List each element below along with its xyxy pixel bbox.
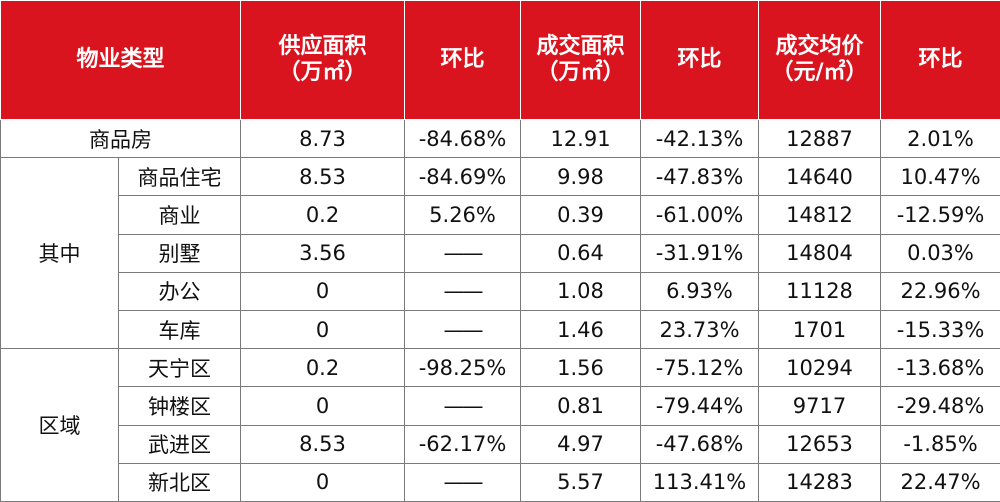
header-supply-area: 供应面积 （万㎡） [240,0,406,120]
deal-value: 1.08 [520,271,642,311]
row-name: 商品住宅 [117,157,242,197]
deal-mom-value: 23.73% [640,309,760,350]
supply-value: 3.56 [240,233,406,273]
supply-value: 0 [240,309,406,350]
supply-value: 0 [240,386,406,426]
supply-value: 8.53 [240,157,406,197]
supply-value: 0.2 [240,195,406,235]
supply-value: 0 [240,271,406,311]
header-avg-price: 成交均价 （元/㎡） [758,0,882,120]
supply-mom-value: —— [404,309,522,350]
table-row: 商业 0.2 5.26% 0.39 -61.00% 14812 -12.59% [1,195,1000,235]
row-name: 办公 [117,271,242,311]
row-name: 商业 [117,195,242,235]
table-row: 钟楼区 0 —— 0.81 -79.44% 9717 -29.48% [1,386,1000,426]
price-value: 14640 [758,157,882,197]
price-value: 14283 [758,462,882,502]
supply-value: 0.2 [240,348,406,388]
row-name: 钟楼区 [117,386,242,426]
price-value: 10294 [758,348,882,388]
group-label-district: 区域 [0,348,119,502]
price-value: 1701 [758,309,882,350]
table-row: 其中 商品住宅 8.53 -84.69% 9.98 -47.83% 14640 … [0,157,1000,350]
price-mom-value: -29.48% [880,386,1000,426]
deal-mom-value: -42.13% [640,118,760,159]
price-mom-value: -15.33% [880,309,1000,350]
header-price-mom: 环比 [880,0,1000,120]
table-row: 新北区 0 —— 5.57 113.41% 14283 22.47% [1,462,1000,502]
price-mom-value: 22.47% [880,462,1000,502]
price-value: 11128 [758,271,882,311]
deal-mom-value: -75.12% [640,348,760,388]
deal-mom-value: 113.41% [640,462,760,502]
price-mom-value: -12.59% [880,195,1000,235]
supply-value: 8.73 [240,118,406,159]
deal-mom-value: -79.44% [640,386,760,426]
deal-value: 1.46 [520,309,642,350]
deal-value: 0.64 [520,233,642,273]
price-mom-value: 22.96% [880,271,1000,311]
deal-value: 0.81 [520,386,642,426]
header-deal-area: 成交面积 （万㎡） [520,0,642,120]
header-supply-mom: 环比 [404,0,522,120]
supply-mom-value: -62.17% [404,424,522,464]
supply-mom-value: —— [404,462,522,502]
deal-mom-value: -47.68% [640,424,760,464]
supply-mom-value: -84.68% [404,118,522,159]
price-value: 9717 [758,386,882,426]
row-name: 别墅 [117,233,242,273]
deal-mom-value: -47.83% [640,157,760,197]
row-name: 武进区 [117,424,242,464]
row-name: 车库 [117,309,242,350]
table-row: 车库 0 —— 1.46 23.73% 1701 -15.33% [1,309,1000,350]
deal-value: 5.57 [520,462,642,502]
row-name: 商品房 [0,118,242,159]
table-row: 商品房 8.73 -84.68% 12.91 -42.13% 12887 2.0… [0,118,1000,159]
header-row: 物业类型 供应面积 （万㎡） 环比 成交面积 （万㎡） 环比 成交均价 （元/㎡… [0,0,1000,120]
supply-mom-value: -84.69% [404,157,522,197]
price-value: 14804 [758,233,882,273]
price-mom-value: 10.47% [880,157,1000,197]
price-mom-value: 0.03% [880,233,1000,273]
deal-mom-value: 6.93% [640,271,760,311]
deal-value: 0.39 [520,195,642,235]
table-row: 武进区 8.53 -62.17% 4.97 -47.68% 12653 -1.8… [1,424,1000,464]
deal-value: 1.56 [520,348,642,388]
supply-mom-value: —— [404,386,522,426]
price-value: 12887 [758,118,882,159]
header-deal-mom: 环比 [640,0,760,120]
supply-mom-value: —— [404,271,522,311]
row-name: 新北区 [117,462,242,502]
supply-value: 8.53 [240,424,406,464]
supply-mom-value: —— [404,233,522,273]
deal-mom-value: -61.00% [640,195,760,235]
deal-mom-value: -31.91% [640,233,760,273]
table-row: 别墅 3.56 —— 0.64 -31.91% 14804 0.03% [1,233,1000,273]
supply-mom-value: 5.26% [404,195,522,235]
header-property-type: 物业类型 [0,0,242,120]
row-name: 天宁区 [117,348,242,388]
price-mom-value: 2.01% [880,118,1000,159]
price-value: 14812 [758,195,882,235]
deal-value: 12.91 [520,118,642,159]
price-mom-value: -13.68% [880,348,1000,388]
group-label-of-which: 其中 [0,157,119,350]
deal-value: 4.97 [520,424,642,464]
table-row: 办公 0 —— 1.08 6.93% 11128 22.96% [1,271,1000,311]
table-row: 区域 天宁区 0.2 -98.25% 1.56 -75.12% 10294 -1… [0,348,1000,502]
price-mom-value: -1.85% [880,424,1000,464]
supply-mom-value: -98.25% [404,348,522,388]
price-value: 12653 [758,424,882,464]
supply-value: 0 [240,462,406,502]
deal-value: 9.98 [520,157,642,197]
